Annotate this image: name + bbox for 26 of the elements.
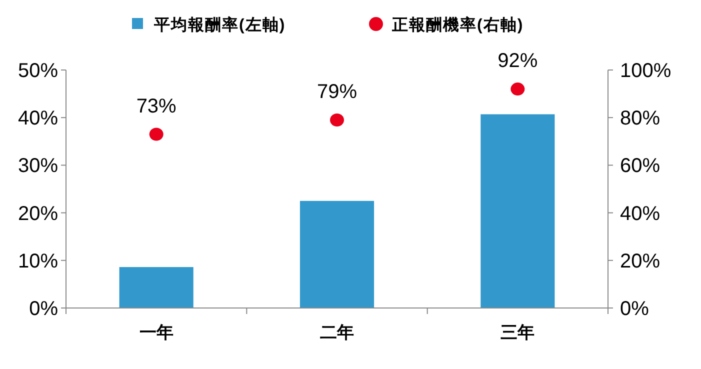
point [330,113,344,126]
y2-tick-label: 80% [620,108,660,130]
data-label: 73% [136,95,177,118]
data-label: 92% [498,50,538,72]
bar [119,267,194,308]
y-tick-label: 50% [18,60,58,82]
bar [480,114,555,308]
y-tick-label: 10% [18,250,58,272]
legend-label: 正報酬機率(右軸) [391,15,524,34]
y2-tick-label: 100% [620,60,672,82]
y-tick-label: 30% [18,155,58,178]
y2-tick-label: 20% [620,250,660,272]
y-tick-label: 0% [29,298,58,320]
y-tick-label: 20% [18,202,58,225]
point [510,82,525,96]
x-tick-label: 一年 [139,323,174,342]
legend-label: 平均報酬率(左軸) [153,15,286,34]
bar [300,200,374,308]
x-tick-label: 二年 [320,323,354,342]
y-tick-label: 40% [18,108,58,130]
y2-tick-label: 60% [620,155,660,178]
y2-tick-label: 0% [620,298,650,320]
y2-tick-label: 40% [620,202,660,225]
data-label: 79% [316,80,358,103]
x-tick-label: 三年 [500,323,535,342]
point [149,128,164,141]
